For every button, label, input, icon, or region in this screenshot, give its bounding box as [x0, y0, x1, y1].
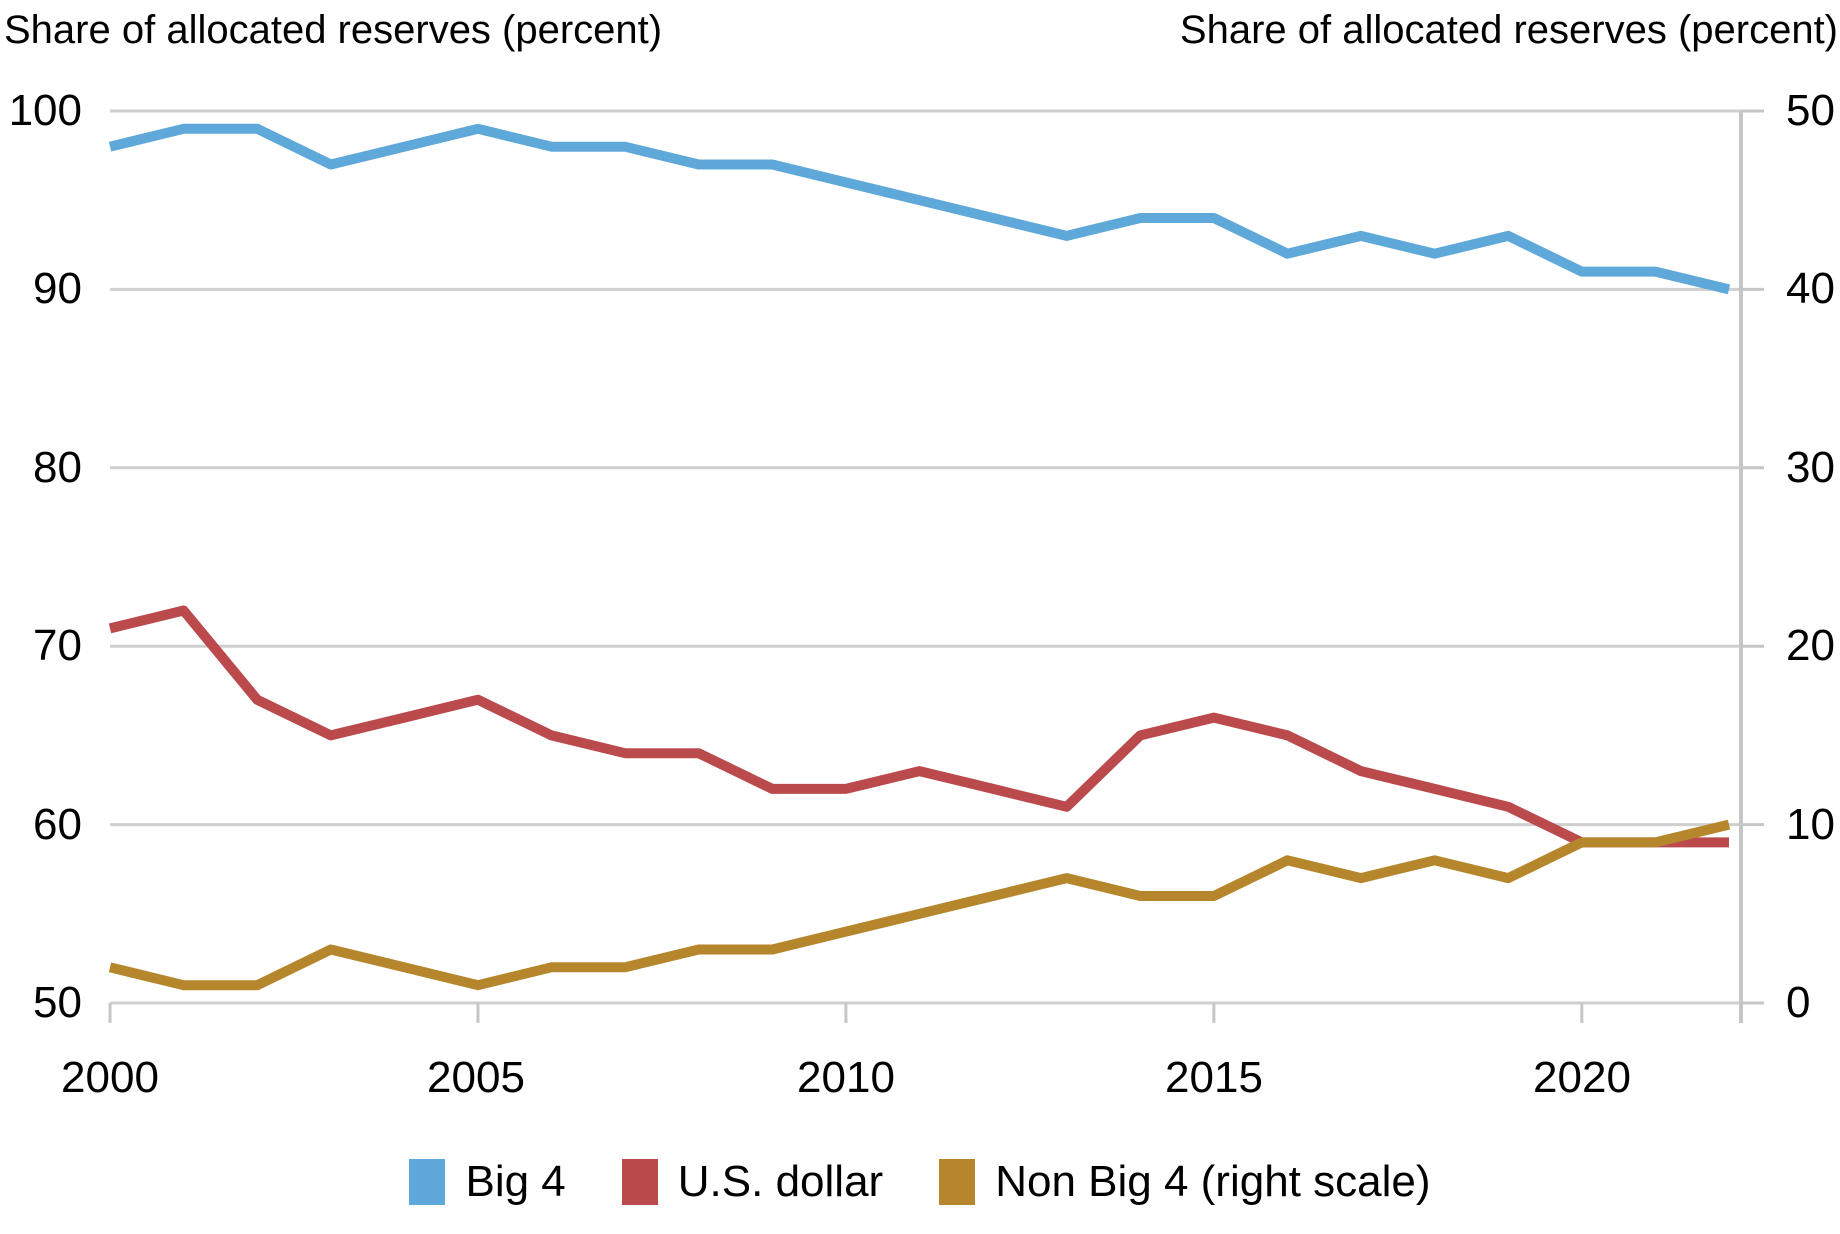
right-axis-tick-label: 10 [1786, 800, 1835, 849]
big4-series-swatch-icon [409, 1159, 446, 1205]
legend-item-us-dollar: U.S. dollar [621, 1156, 884, 1208]
legend-label: Big 4 [465, 1157, 566, 1206]
left-axis-tick-label: 90 [33, 264, 82, 313]
left-axis-title: Share of allocated reserves (percent) [4, 8, 663, 52]
left-axis-tick-label: 70 [33, 621, 82, 670]
series-line-u-s-dollar [108, 605, 1729, 848]
right-axis-tick-label: 40 [1786, 264, 1835, 313]
right-axis-tick-label: 20 [1786, 621, 1835, 670]
x-axis-tick-label: 2010 [797, 1053, 895, 1102]
legend-label: Non Big 4 (right scale) [995, 1157, 1431, 1206]
left-axis-tick-label: 60 [33, 800, 82, 849]
us-dollar-series-swatch-icon [621, 1159, 658, 1205]
x-axis-tick-label: 2000 [61, 1053, 159, 1102]
series-line-non-big-4-right-scale- [108, 819, 1731, 991]
non-big4-series-swatch-icon [939, 1159, 976, 1205]
right-axis-tick-label: 50 [1786, 86, 1835, 135]
x-axis-tick-label: 2020 [1533, 1053, 1631, 1102]
legend-label: U.S. dollar [677, 1157, 884, 1206]
legend: Big 4 U.S. dollar Non Big 4 (right scale… [0, 1156, 1840, 1208]
left-axis-tick-label: 100 [8, 86, 82, 135]
x-axis-tick-label: 2005 [427, 1053, 525, 1102]
series-line-big-4 [108, 123, 1731, 295]
legend-item-big4: Big 4 [409, 1156, 566, 1208]
right-axis-title: Share of allocated reserves (percent) [1179, 8, 1838, 52]
left-axis-tick-label: 50 [33, 978, 82, 1027]
left-axis-tick-label: 80 [33, 443, 82, 492]
right-axis-tick-label: 30 [1786, 443, 1835, 492]
legend-item-non-big4: Non Big 4 (right scale) [939, 1156, 1431, 1208]
right-axis-tick-label: 0 [1786, 978, 1811, 1027]
x-axis-tick-label: 2015 [1165, 1053, 1263, 1102]
